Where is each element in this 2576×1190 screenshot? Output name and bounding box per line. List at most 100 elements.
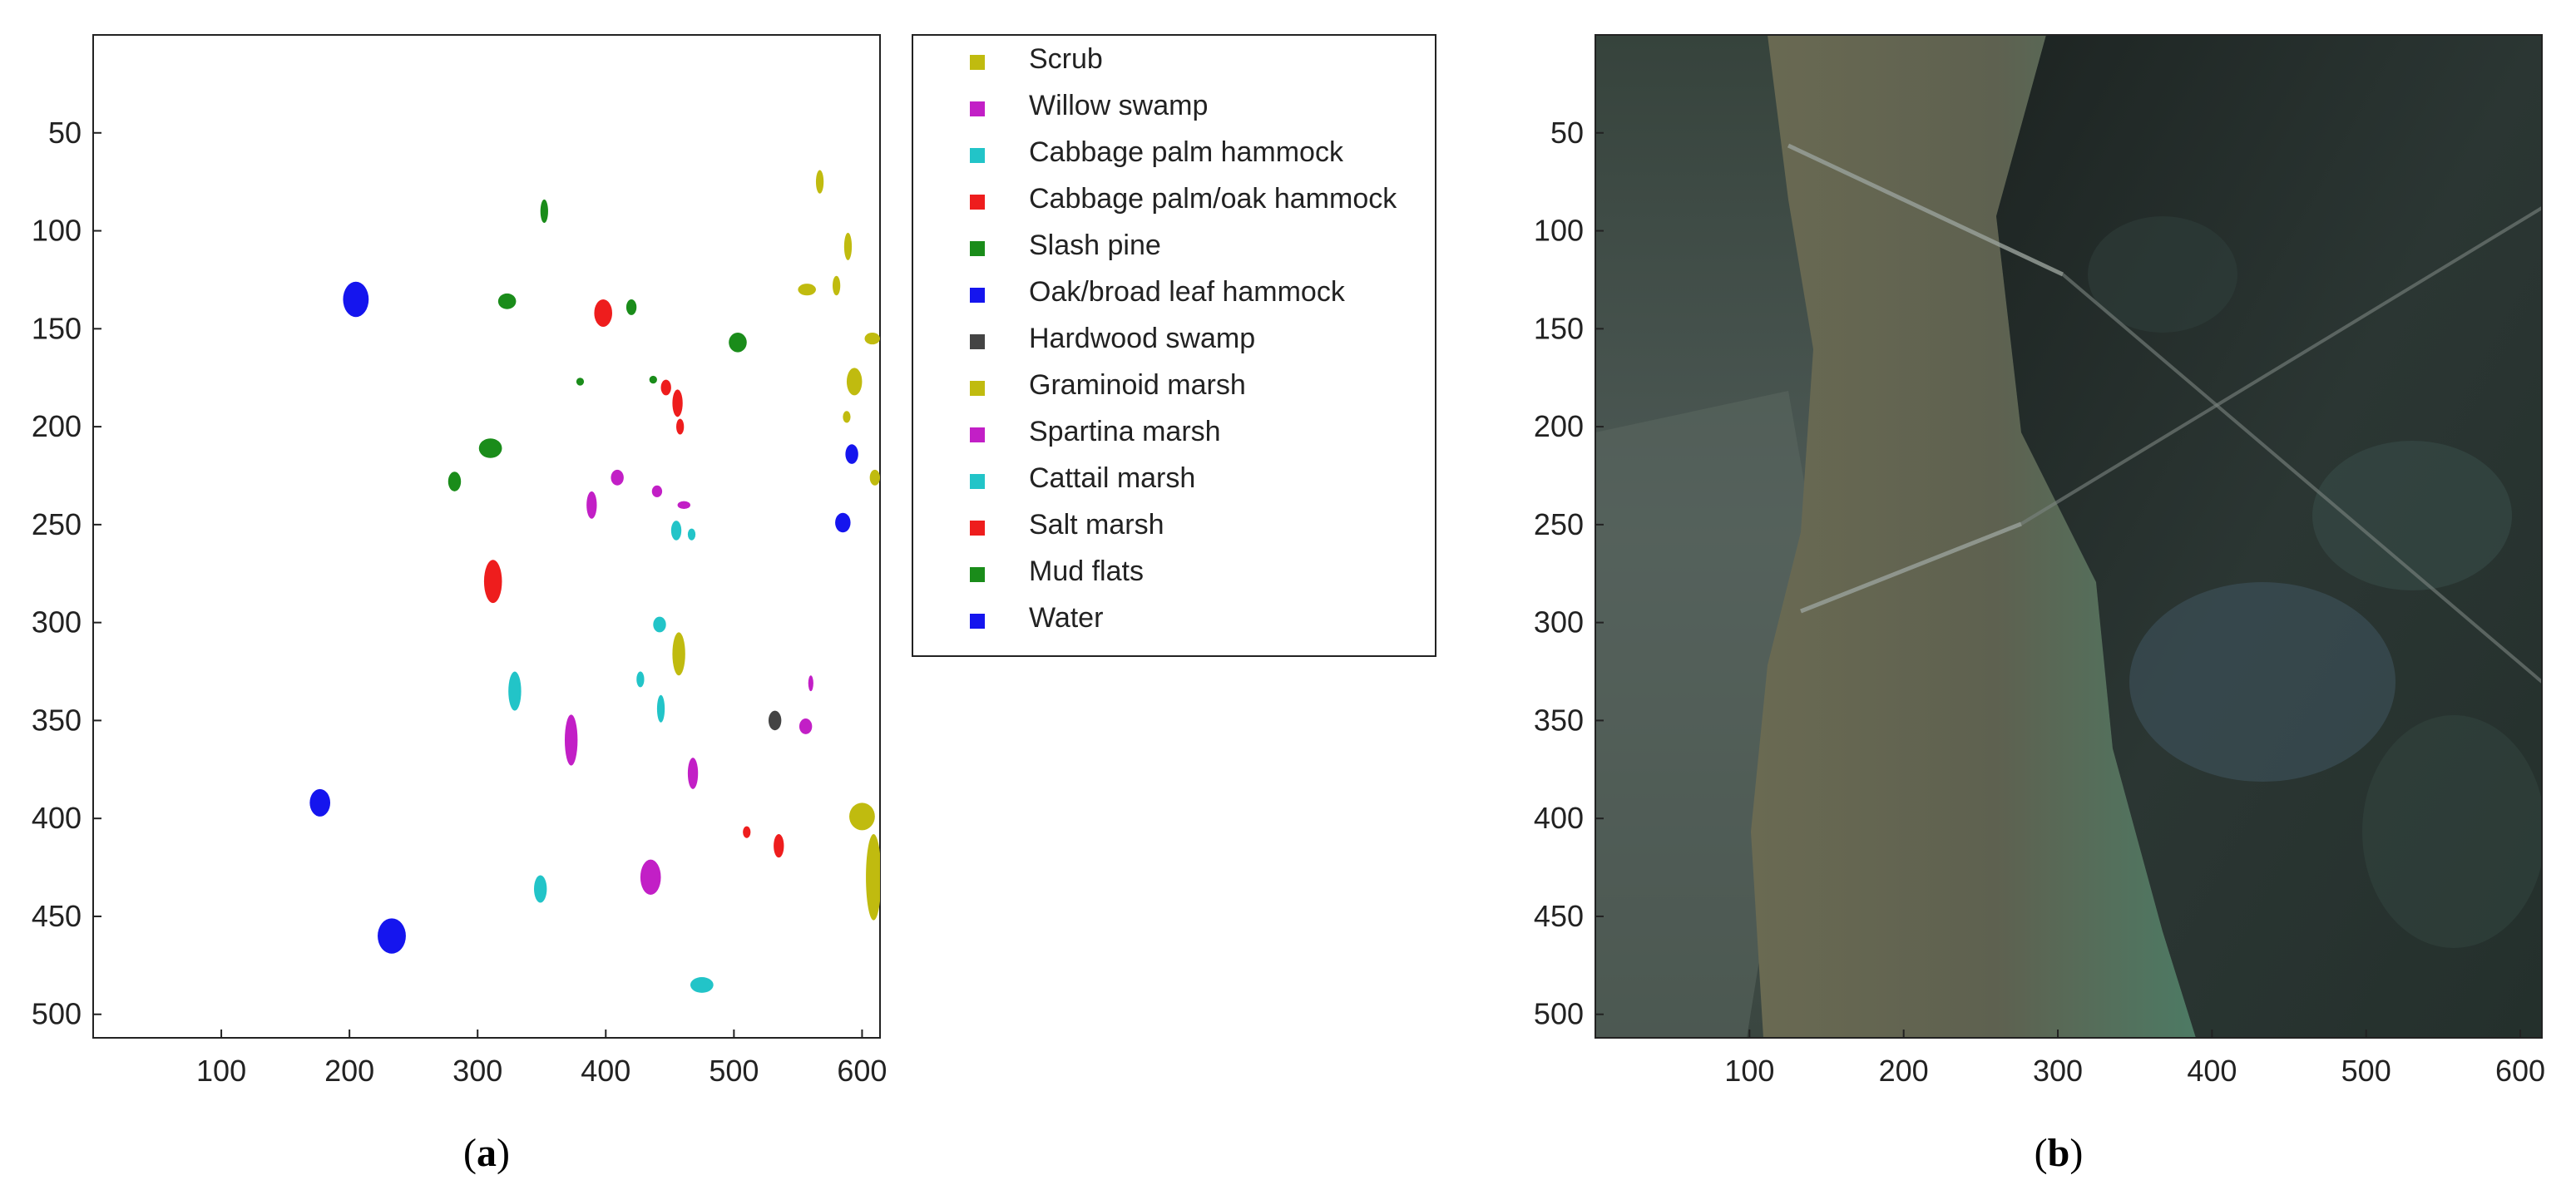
region-cattail-marsh	[636, 671, 645, 688]
road-northeast	[2020, 206, 2542, 526]
region-slash-pine	[540, 199, 548, 224]
region-mud-flats	[478, 438, 502, 458]
panel-b-xtick-label: 500	[2341, 1054, 2391, 1088]
legend-swatch	[970, 521, 985, 536]
region-salt-marsh	[676, 418, 685, 435]
region-cattail-marsh	[534, 875, 547, 903]
region-willow-swamp	[611, 469, 624, 486]
legend-label: Hardwood swamp	[1029, 323, 1255, 354]
region-scrub	[798, 284, 816, 296]
panel-a-regions	[309, 170, 880, 993]
panel-b-xtick-label: 600	[2495, 1054, 2545, 1088]
panel-b-xtick-label: 100	[1724, 1054, 1774, 1088]
panel-a-ytick-label: 500	[32, 997, 82, 1031]
panel-b: 100 200 300 400 500 600 50 100 150 200 250 300 350 40…	[1534, 34, 2545, 1175]
region-oak-broad-leaf-hammock	[343, 281, 369, 318]
marsh-patch	[2129, 582, 2396, 782]
region-hardwood-swamp	[768, 710, 782, 731]
region-water	[309, 788, 331, 817]
region-willow-swamp	[677, 501, 690, 510]
panel-b-xtick-label: 200	[1879, 1054, 1929, 1088]
region-cattail-marsh	[653, 616, 666, 633]
region-mud-flats	[576, 378, 585, 386]
panel-a-xtick-label: 300	[452, 1054, 502, 1088]
legend-box	[912, 34, 1436, 657]
road-east	[2061, 273, 2542, 684]
region-scrub	[815, 170, 824, 194]
river-water	[1751, 35, 2196, 1038]
region-slash-pine	[497, 293, 517, 309]
region-scrub	[843, 411, 851, 423]
satellite-image	[1595, 35, 2542, 1038]
legend-label: Water	[1029, 602, 1103, 634]
panel-b-ticks: 100 200 300 400 500 600 50 100 150 200 250 300 350 40…	[1534, 116, 2545, 1088]
region-water	[835, 512, 851, 533]
legend-label: Cabbage palm hammock	[1029, 136, 1344, 168]
legend-label: Scrub	[1029, 43, 1103, 75]
region-cabbage-palm-oak-hammock	[594, 299, 612, 327]
panel-b-ytick-label: 300	[1534, 605, 1584, 639]
legend-label: Slash pine	[1029, 230, 1161, 261]
region-salt-marsh	[743, 826, 751, 838]
panel-b-ytick-label: 500	[1534, 997, 1584, 1031]
region-salt-marsh	[660, 379, 671, 396]
panel-b-xtick-label: 400	[2187, 1054, 2237, 1088]
panel-b-ytick-label: 350	[1534, 703, 1584, 737]
legend-swatch	[970, 241, 985, 256]
legend-label: Cabbage palm/oak hammock	[1029, 183, 1397, 215]
region-water	[378, 918, 406, 954]
region-scrub	[843, 232, 853, 260]
panel-a-axes-box	[92, 34, 881, 1039]
region-graminoid-marsh	[849, 802, 875, 831]
panel-b-ytick-label: 150	[1534, 311, 1584, 345]
region-cattail-marsh	[690, 976, 714, 993]
bridge-south	[1800, 521, 2022, 614]
panel-a-ytick-label: 350	[32, 703, 82, 737]
panel-a-ytick-label: 250	[32, 507, 82, 541]
legend-swatch	[970, 55, 985, 70]
panel-a-ytick-label: 200	[32, 409, 82, 443]
panel-b-ytick-label: 250	[1534, 507, 1584, 541]
region-cabbage-palm-hammock	[670, 521, 682, 541]
legend: Scrub Willow swamp Cabbage palm hammock Cab…	[912, 34, 1436, 657]
panel-b-ytick-label: 400	[1534, 801, 1584, 835]
panel-a-ticks: 100 200 300 400 500 600 50 100 150 200 250 300 350 40…	[32, 116, 888, 1088]
panel-a-ytick-label: 50	[48, 116, 82, 150]
legend-label: Mud flats	[1029, 555, 1144, 587]
panel-a-ytick-label: 100	[32, 214, 82, 248]
legend-swatch	[970, 195, 985, 210]
legend-items: Scrub Willow swamp Cabbage palm hammock Cab…	[970, 43, 1397, 634]
region-spartina-marsh	[808, 675, 813, 692]
panel-b-xtick-label: 300	[2033, 1054, 2083, 1088]
region-cattail-marsh	[656, 694, 665, 723]
legend-label: Spartina marsh	[1029, 416, 1221, 447]
region-spartina-marsh	[640, 859, 661, 896]
region-willow-swamp	[651, 485, 663, 497]
legend-swatch	[970, 288, 985, 303]
legend-label: Graminoid marsh	[1029, 369, 1246, 401]
panel-b-ytick-label: 50	[1550, 116, 1584, 150]
panel-a-xtick-label: 600	[837, 1054, 887, 1088]
legend-label: Oak/broad leaf hammock	[1029, 276, 1346, 308]
legend-swatch	[970, 614, 985, 629]
marsh-patch	[2362, 715, 2542, 948]
legend-label: Salt marsh	[1029, 509, 1164, 541]
legend-label: Willow swamp	[1029, 90, 1208, 121]
panel-b-axes-box	[1595, 34, 2543, 1039]
panel-a-xtick-label: 400	[581, 1054, 630, 1088]
region-mud-flats	[649, 375, 657, 384]
legend-swatch	[970, 148, 985, 163]
region-spartina-marsh	[687, 758, 699, 789]
region-scrub	[864, 333, 880, 345]
region-water	[845, 444, 858, 464]
panel-b-ytick-label: 100	[1534, 214, 1584, 248]
panel-a-caption: (a)	[463, 1131, 510, 1175]
legend-swatch	[970, 474, 985, 489]
panel-a: 100 200 300 400 500 600 50 100 150 200 250 300 350 40…	[32, 34, 888, 1175]
marsh-patch	[2088, 216, 2237, 333]
region-graminoid-marsh	[866, 834, 880, 921]
panel-a-ytick-label: 300	[32, 605, 82, 639]
legend-label: Cattail marsh	[1029, 462, 1195, 494]
panel-b-caption: (b)	[2035, 1131, 2084, 1175]
